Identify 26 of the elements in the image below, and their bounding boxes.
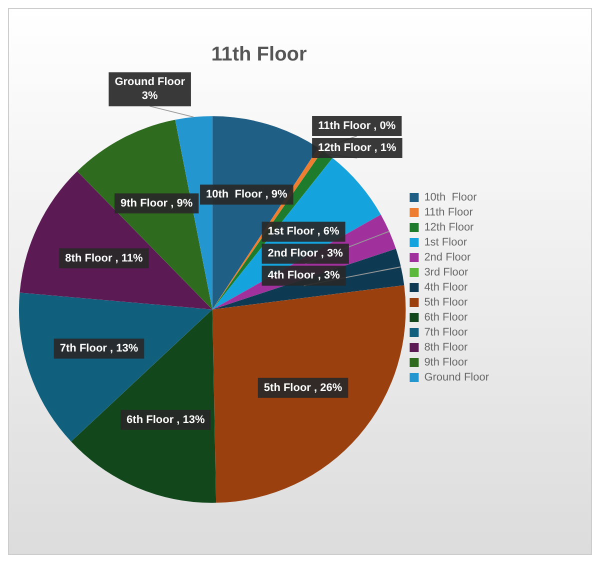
legend-label: 12th Floor: [424, 222, 474, 234]
data-label: 11th Floor , 0%: [318, 120, 396, 132]
legend-label: 6th Floor: [424, 312, 468, 324]
data-label: 9th Floor , 9%: [120, 197, 193, 210]
legend-label: 8th Floor: [424, 342, 468, 354]
data-label: 10th Floor , 9%: [206, 188, 288, 201]
data-label: 8th Floor , 11%: [65, 252, 144, 264]
legend-label: 7th Floor: [424, 326, 468, 339]
chart-title: 11th Floor: [211, 44, 307, 66]
legend-label: 11th Floor: [424, 206, 474, 219]
legend-label: 9th Floor: [424, 356, 468, 369]
legend-label: 3rd Floor: [424, 266, 469, 279]
legend-label: Ground Floor: [424, 372, 490, 384]
data-label: 1st Floor , 6%: [268, 226, 340, 238]
legend-label: 2nd Floor: [424, 252, 471, 264]
data-label: Ground Floor 3%: [114, 76, 186, 102]
legend-label: 5th Floor: [424, 296, 468, 309]
data-label: 4th Floor , 3%: [268, 270, 340, 282]
data-label: 12th Floor , 1%: [318, 142, 397, 154]
data-label: 5th Floor , 26%: [264, 382, 342, 394]
data-label: 2nd Floor , 3%: [268, 248, 344, 260]
data-label: 7th Floor , 13%: [60, 342, 138, 355]
legend-label: 10th Floor: [424, 192, 478, 204]
data-label: 6th Floor , 13%: [126, 414, 205, 426]
legend-label: 1st Floor: [424, 236, 468, 249]
legend-label: 4th Floor: [424, 282, 468, 294]
